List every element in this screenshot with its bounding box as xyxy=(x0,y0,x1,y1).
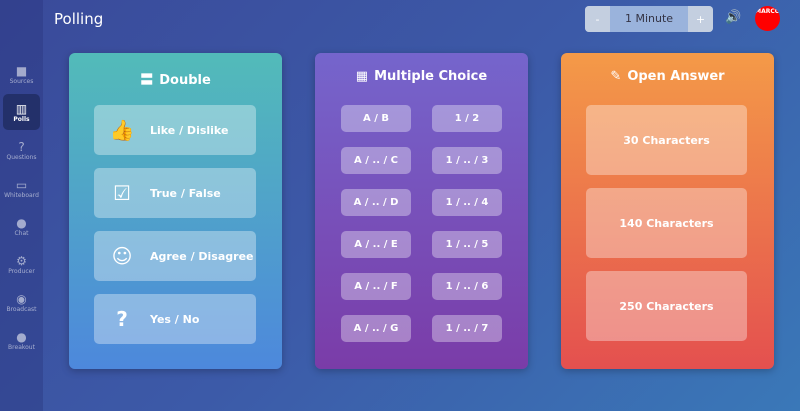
open-answer-button[interactable]: 30 Characters xyxy=(586,105,747,175)
sidebar-item-label: Sources xyxy=(9,77,34,85)
multiple-choice-card: ▦ Multiple Choice A / B A / .. / C A / .. /… xyxy=(315,53,528,369)
sidebar-item-whiteboard[interactable]: ▭ Whiteboard xyxy=(3,170,40,206)
bar-chart-icon: ▥ xyxy=(15,101,28,116)
open-answer-title: Open Answer xyxy=(627,69,725,84)
open-answer-button[interactable]: 140 Characters xyxy=(586,188,747,258)
sidebar-item-label: Chat xyxy=(14,229,29,237)
option-label: True / False xyxy=(150,186,221,200)
option-label: Agree / Disagree xyxy=(150,249,254,263)
double-option-button[interactable]: ? Yes / No xyxy=(94,294,256,344)
number-option-button[interactable]: 1 / .. / 6 xyxy=(432,273,502,300)
sidebar-item-label: Breakout xyxy=(8,343,35,351)
letter-option-button[interactable]: A / .. / F xyxy=(341,273,411,300)
sidebar-item-label: Questions xyxy=(6,153,37,161)
question-icon: ? xyxy=(18,139,25,154)
option-label: Yes / No xyxy=(150,312,200,326)
sidebar-item-label: Producer xyxy=(8,267,35,275)
decrement-button[interactable]: - xyxy=(585,6,610,32)
double-title: Double xyxy=(159,73,211,88)
letter-option-button[interactable]: A / .. / E xyxy=(341,231,411,258)
number-option-button[interactable]: 1 / .. / 5 xyxy=(432,231,502,258)
laptop-icon: ▭ xyxy=(15,177,28,192)
video-icon: ■ xyxy=(15,63,28,78)
sidebar-item-questions[interactable]: ? Questions xyxy=(3,132,40,168)
sidebar-item-breakout[interactable]: ● Breakout xyxy=(3,322,40,358)
multiple-choice-title: Multiple Choice xyxy=(374,69,488,84)
double-option-button[interactable]: ☺ Agree / Disagree xyxy=(94,231,256,281)
option-icon: ☑ xyxy=(113,181,131,205)
letter-option-button[interactable]: A / .. / G xyxy=(341,315,411,342)
number-option-button[interactable]: 1 / 2 xyxy=(432,105,502,132)
letter-option-button[interactable]: A / .. / C xyxy=(341,147,411,174)
option-icon: 👍 xyxy=(109,118,135,142)
chat-icon: ● xyxy=(16,215,27,230)
users-icon: ● xyxy=(16,329,27,344)
number-option-button[interactable]: 1 / .. / 4 xyxy=(432,189,502,216)
sidebar-item-sources[interactable]: ■ Sources xyxy=(3,56,40,92)
sidebar-item-label: Broadcast xyxy=(6,305,37,313)
timer-stepper[interactable]: - 1 Minute + xyxy=(585,6,713,32)
letter-option-button[interactable]: A / B xyxy=(341,105,411,132)
sidebar-item-chat[interactable]: ● Chat xyxy=(3,208,40,244)
option-icon: ? xyxy=(116,307,128,331)
option-label: Like / Dislike xyxy=(150,123,229,137)
page-title: Polling xyxy=(54,10,104,28)
double-option-button[interactable]: ☑ True / False xyxy=(94,168,256,218)
edit-icon: ✎ xyxy=(610,69,622,84)
sidebar-item-producer[interactable]: ⚙ Producer xyxy=(3,246,40,282)
podcast-icon: ◉ xyxy=(16,291,27,306)
option-icon: ☺ xyxy=(111,244,133,268)
sidebar-item-label: Polls xyxy=(13,115,30,123)
open-answer-button[interactable]: 250 Characters xyxy=(586,271,747,341)
increment-button[interactable]: + xyxy=(688,6,713,32)
timer-value: 1 Minute xyxy=(624,12,674,25)
open-answer-card: ✎ Open Answer 30 Characters 140 Characters… xyxy=(561,53,774,369)
number-option-button[interactable]: 1 / .. / 3 xyxy=(432,147,502,174)
sidebar-item-broadcast[interactable]: ◉ Broadcast xyxy=(3,284,40,320)
equals-icon: 〓 xyxy=(140,73,154,88)
users-gear-icon: ⚙ xyxy=(16,253,27,268)
sidebar-item-polls[interactable]: ▥ Polls xyxy=(3,94,40,130)
sidebar: ■ Sources ▥ Polls? Questions ▭ Whiteboard ● Chat… xyxy=(0,0,43,411)
letter-option-button[interactable]: A / .. / D xyxy=(341,189,411,216)
double-option-button[interactable]: 👍 Like / Dislike xyxy=(94,105,256,155)
double-card: 〓 Double 👍 Like / Dislike ☑ True / False ☺ Agr… xyxy=(69,53,282,369)
grid-icon: ▦ xyxy=(355,69,369,84)
number-option-button[interactable]: 1 / .. / 7 xyxy=(432,315,502,342)
volume-icon[interactable]: 🔊 xyxy=(725,10,742,25)
avatar[interactable]: MARCO xyxy=(755,6,780,31)
sidebar-item-label: Whiteboard xyxy=(4,191,39,199)
